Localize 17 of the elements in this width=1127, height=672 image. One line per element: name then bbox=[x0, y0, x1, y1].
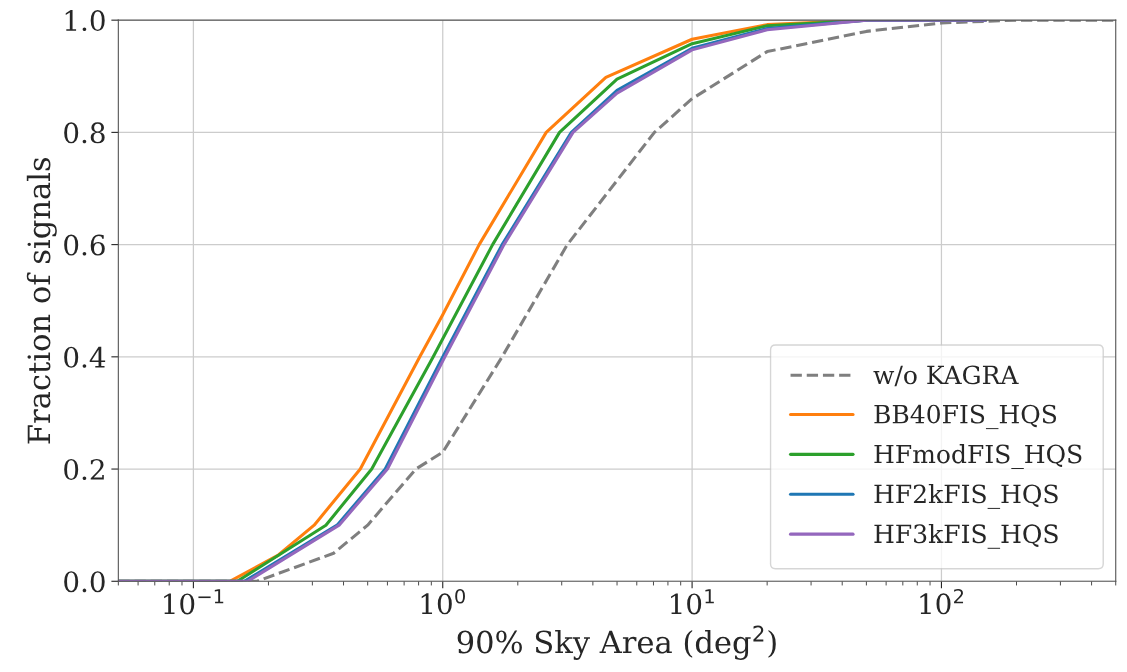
y-tick-label: 0.0 bbox=[64, 571, 105, 593]
legend-label: HFmodFIS_HQS bbox=[874, 444, 1082, 469]
y-tick-label: 0.4 bbox=[64, 346, 106, 368]
y-tick-label: 0.2 bbox=[64, 458, 104, 480]
legend-label: w/o KAGRA bbox=[873, 365, 1019, 387]
legend-label: BB40FIS_HQS bbox=[874, 404, 1057, 430]
y-tick-label: 0.6 bbox=[64, 234, 105, 256]
y-tick-label: 1.0 bbox=[65, 10, 105, 32]
legend-label: HF3kFIS_HQS bbox=[874, 523, 1058, 549]
x-tick-label: 10$^{1}$ bbox=[671, 589, 714, 615]
y-axis-title: Fraction of signals bbox=[26, 157, 57, 444]
x-tick-label: 10$^{−1}$ bbox=[164, 589, 224, 615]
x-tick-label: 10$^{0}$ bbox=[421, 588, 465, 615]
y-tick-label: 0.8 bbox=[64, 122, 105, 144]
x-axis-title: 90% Sky Area (deg$^{2}$) bbox=[457, 625, 776, 660]
legend-label: HF2kFIS_HQS bbox=[874, 484, 1058, 509]
x-tick-label: 10$^{2}$ bbox=[920, 588, 964, 615]
